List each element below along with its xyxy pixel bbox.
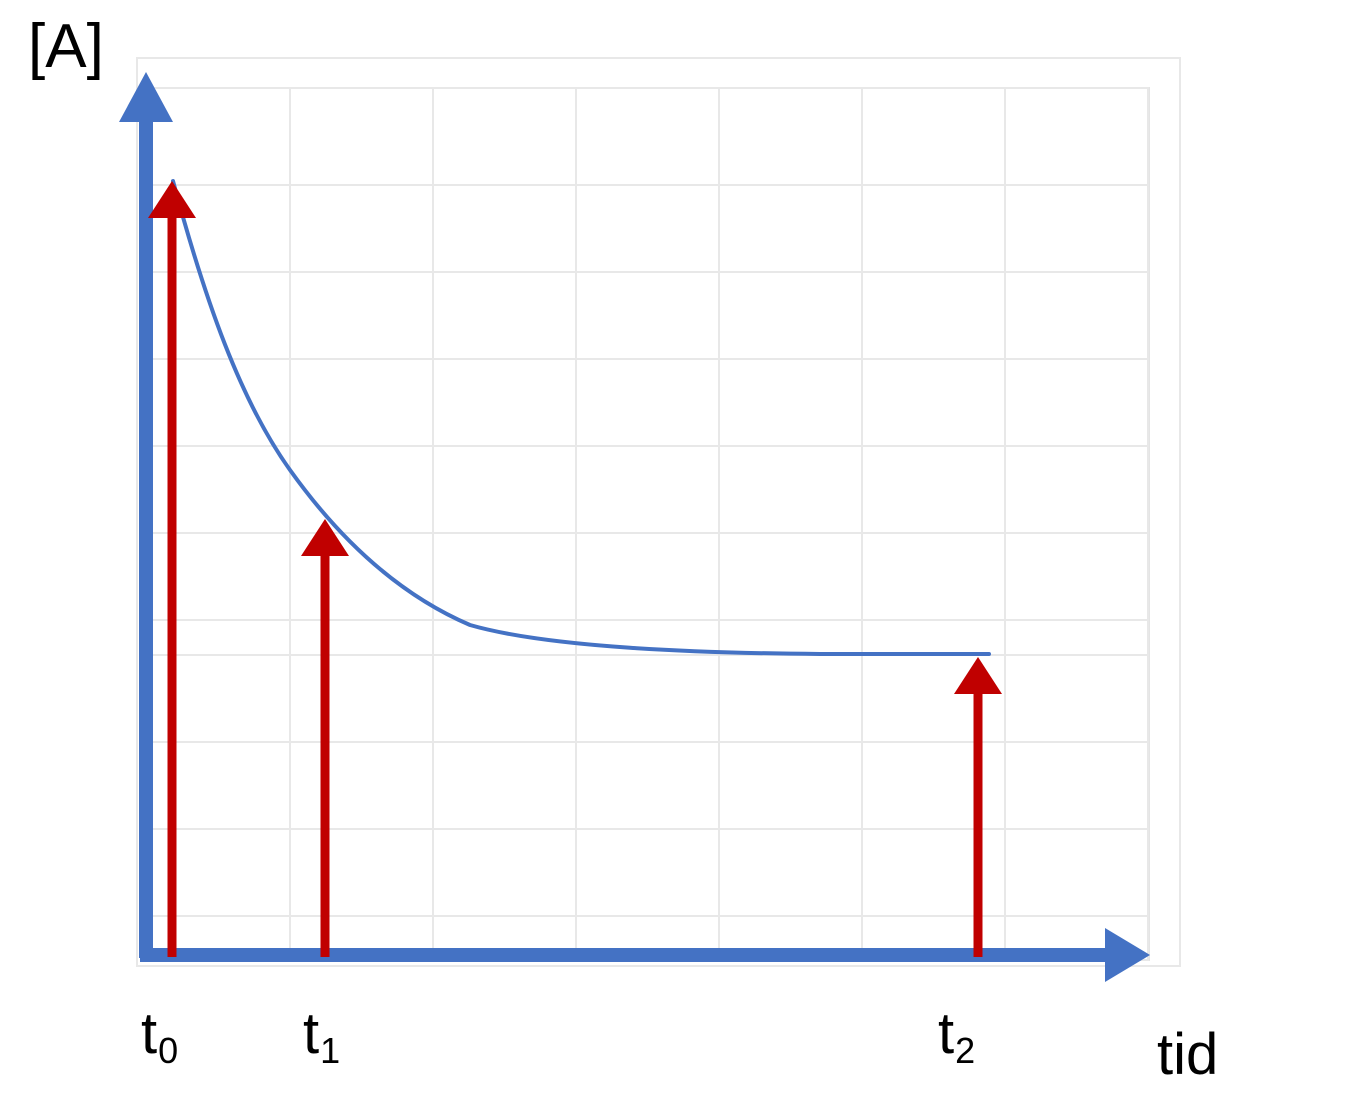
x-tick-label-t1: t1 (303, 1005, 340, 1069)
tick-sub-t1: 1 (320, 1030, 341, 1071)
decay-curve (171, 179, 991, 657)
x-axis-label: tid (1157, 1022, 1219, 1087)
x-axis-arrow (140, 928, 1150, 982)
tick-base-t1: t (303, 1001, 320, 1066)
tick-base-t2: t (938, 1001, 955, 1066)
tick-sub-t2: 2 (955, 1030, 976, 1071)
tick-base-t0: t (141, 1001, 158, 1066)
vertical-gridlines (146, 88, 1149, 960)
y-axis-arrow (119, 72, 173, 958)
marker-arrow-t0 (148, 181, 196, 957)
marker-arrow-t2 (954, 657, 1002, 957)
tick-sub-t0: 0 (158, 1030, 179, 1071)
x-tick-label-t0: t0 (141, 1005, 178, 1069)
x-tick-label-t2: t2 (938, 1005, 975, 1069)
marker-arrow-t1 (301, 519, 349, 957)
y-axis-label: [A] (28, 12, 104, 81)
